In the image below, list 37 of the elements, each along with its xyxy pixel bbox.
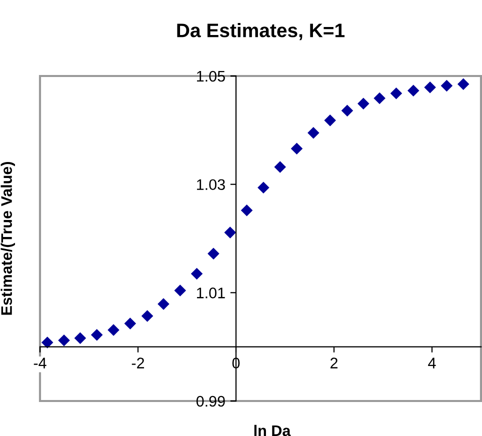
point [408,85,419,96]
y-tick-label: 1.05 [197,70,225,82]
x-tick-label: 4 [428,358,436,368]
point [124,318,136,330]
point [158,298,170,310]
y-axis-title: Estimate/(True Value) [0,162,15,315]
point [390,88,402,99]
point [358,98,370,110]
x-tick-label: 2 [330,358,338,368]
point [191,268,202,280]
point [441,80,452,92]
point [142,310,153,322]
point [291,142,302,154]
point [108,324,120,336]
x-tick-label: -4 [34,358,46,368]
point [91,329,102,341]
point [374,92,386,104]
point [424,82,436,93]
point [224,226,236,238]
chart-title: Da Estimates, K=1 [177,23,345,40]
point [58,334,70,346]
point [342,105,353,116]
point [42,336,53,348]
point [324,114,336,126]
point [458,78,469,90]
x-tick-label: -2 [132,358,144,368]
point [241,204,252,216]
x-axis-title: ln Da [254,424,291,436]
y-tick-label: 1.03 [197,179,225,190]
y-tick-label: 1.01 [197,288,225,298]
point [258,182,270,194]
point [208,248,220,260]
y-tick-label: 0.99 [196,396,225,407]
point [74,332,86,344]
point [174,284,186,296]
point [308,127,320,138]
point [274,161,286,173]
